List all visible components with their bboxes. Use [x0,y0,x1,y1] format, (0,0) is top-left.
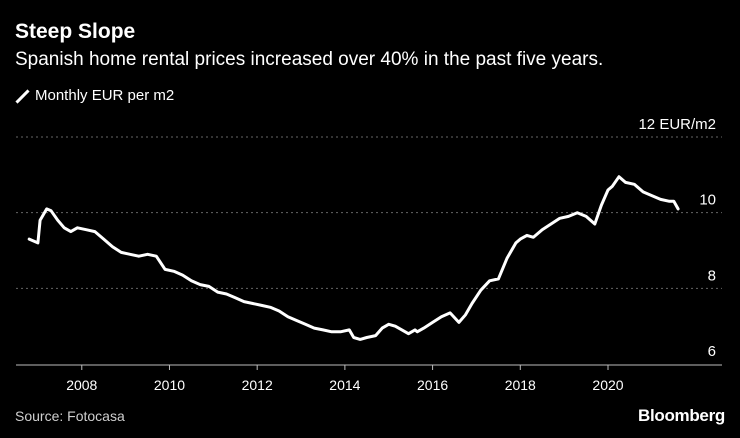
y-tick-label: 6 [708,343,716,360]
y-axis-labels: 6 8 10 12 EUR/m2 [638,116,716,360]
legend-label: Monthly EUR per m2 [35,87,175,104]
x-tick-label: 2014 [329,377,360,393]
chart-title: Steep Slope [15,20,136,43]
x-tick-label: 2010 [154,377,185,393]
y-tick-label: 10 [699,192,716,209]
x-tick-label: 2020 [592,377,623,393]
x-tick-label: 2012 [242,377,273,393]
chart-subtitle: Spanish home rental prices increased ove… [15,49,604,70]
y-tick-label: 12 EUR/m2 [638,116,716,133]
y-tick-label: 8 [708,267,716,284]
legend: Monthly EUR per m2 [15,87,174,104]
source-note: Source: Fotocasa [15,408,125,424]
x-tick-label: 2016 [417,377,448,393]
x-axis: 2008 2010 2012 2014 2016 2018 2020 [16,364,722,393]
grid-layer [16,136,722,289]
series-layer [27,175,680,341]
bloomberg-logo: Bloomberg [637,406,725,425]
x-tick-label: 2008 [66,377,97,393]
x-tick-label: 2018 [505,377,536,393]
series-line [27,175,680,341]
